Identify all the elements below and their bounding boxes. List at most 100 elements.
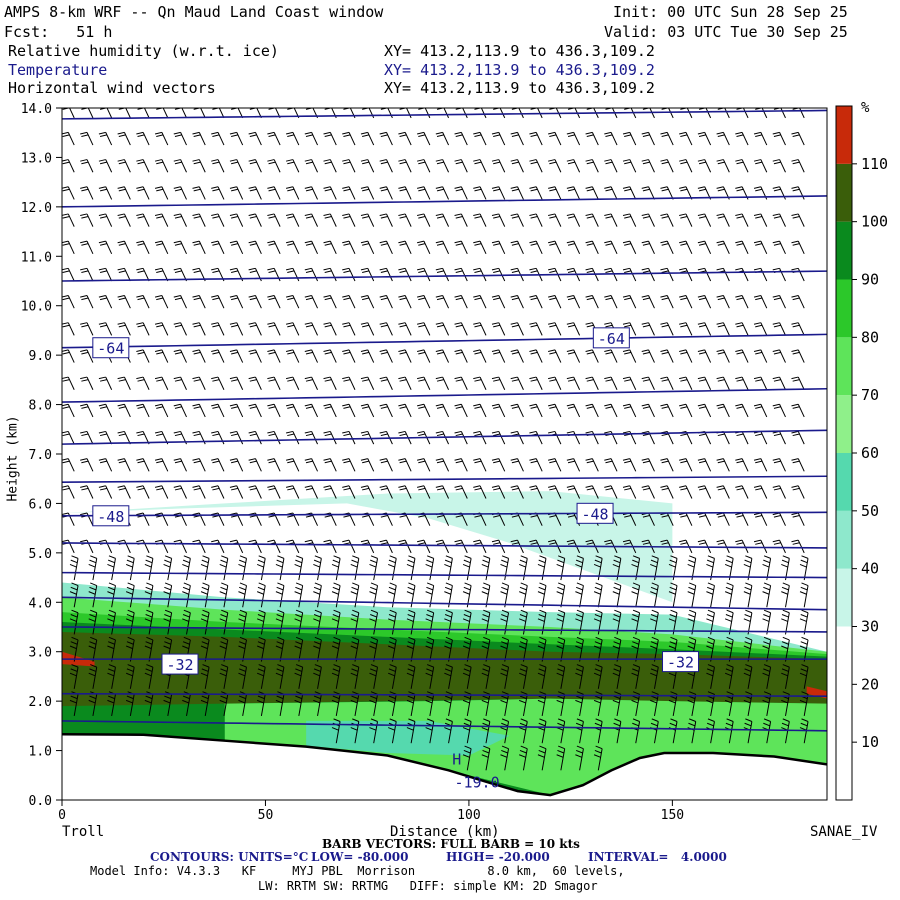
wind-barb	[697, 403, 712, 418]
wind-barb	[80, 430, 94, 445]
barb-flag	[724, 618, 732, 622]
barb-flag	[473, 213, 481, 217]
barb-staff	[329, 431, 337, 445]
barb-flag	[118, 297, 126, 301]
barb-staff	[610, 349, 618, 363]
barb-flag	[212, 243, 220, 246]
barb-staff	[148, 558, 154, 581]
barb-staff	[649, 108, 655, 119]
chart-title: AMPS 8-km WRF -- Qn Maud Land Coast wind…	[4, 3, 384, 21]
barb-flag	[651, 555, 659, 559]
wind-barb	[604, 458, 618, 472]
barb-flag	[772, 376, 780, 380]
wind-barb	[379, 403, 393, 418]
wind-barb	[304, 539, 318, 554]
barb-flag	[717, 406, 725, 409]
barb-staff	[236, 376, 244, 390]
barb-staff	[685, 159, 693, 173]
barb-staff	[143, 108, 150, 119]
barb-flag	[622, 376, 630, 380]
barb-staff	[148, 585, 154, 608]
barb-flag	[736, 433, 744, 437]
barb-flag	[182, 586, 190, 591]
barb-staff	[217, 240, 225, 255]
barb-flag	[510, 376, 518, 380]
barb-flag	[511, 161, 519, 165]
barb-flag	[548, 403, 556, 407]
barb-flag	[481, 563, 489, 568]
barb-staff	[129, 585, 135, 608]
barb-flag	[481, 727, 489, 731]
colorbar-bin	[836, 221, 852, 280]
barb-flag	[706, 618, 714, 622]
barb-flag	[267, 458, 275, 461]
barb-flag	[455, 188, 463, 192]
barb-flag	[444, 668, 452, 672]
barb-flag	[753, 186, 761, 189]
barb-staff	[648, 404, 655, 418]
barb-flag	[351, 559, 359, 564]
wind-barb	[697, 131, 712, 146]
barb-flag	[212, 215, 220, 219]
barb-flag	[614, 691, 622, 695]
wind-barb	[491, 485, 506, 499]
barb-staff	[635, 721, 641, 744]
barb-flag	[380, 105, 387, 107]
barb-staff	[69, 108, 75, 119]
wind-barb	[267, 349, 281, 363]
barb-flag	[660, 240, 668, 244]
wind-barb	[604, 295, 618, 309]
wind-barb	[136, 186, 150, 200]
barb-flag	[379, 240, 387, 244]
barb-flag	[530, 297, 538, 301]
barb-staff	[236, 431, 244, 445]
wind-barb	[62, 376, 75, 390]
barb-flag	[248, 458, 256, 461]
barb-flag	[773, 487, 781, 491]
barb-flag	[267, 485, 275, 488]
barb-flag	[585, 240, 593, 244]
barb-flag	[362, 379, 370, 382]
barb-flag	[537, 672, 545, 677]
barb-staff	[710, 694, 715, 717]
barb-flag	[182, 559, 190, 564]
barb-flag	[257, 559, 265, 564]
wind-barb	[604, 213, 618, 227]
barb-flag	[792, 406, 800, 409]
barb-staff	[653, 585, 659, 608]
barb-flag	[154, 403, 162, 407]
barb-staff	[404, 376, 412, 390]
wind-barb	[107, 582, 116, 608]
barb-flag	[163, 563, 171, 568]
barb-staff	[423, 186, 431, 200]
barb-flag	[529, 186, 537, 189]
barb-staff	[273, 322, 281, 336]
barb-staff	[722, 404, 730, 418]
barb-staff	[685, 376, 693, 390]
wind-barb	[88, 636, 98, 662]
temp-label: -48	[576, 502, 614, 524]
barb-flag	[800, 641, 808, 645]
barb-flag	[417, 430, 425, 434]
barb-flag	[632, 582, 640, 587]
barb-flag	[62, 458, 69, 461]
wind-barb	[173, 322, 187, 336]
barb-staff	[610, 295, 618, 309]
wind-barb	[799, 664, 809, 689]
wind-barb	[473, 295, 487, 309]
barb-flag	[173, 240, 181, 244]
barb-staff	[779, 404, 786, 418]
barb-flag	[154, 240, 162, 244]
barb-flag	[426, 614, 434, 618]
barb-staff	[86, 159, 94, 173]
barb-staff	[460, 159, 468, 173]
barb-flag	[538, 641, 546, 645]
barb-flag	[62, 270, 70, 273]
barb-flag	[98, 159, 106, 162]
barb-staff	[803, 721, 809, 744]
wind-barb	[62, 512, 75, 526]
barb-flag	[407, 641, 415, 645]
barb-flag	[650, 722, 658, 727]
wind-barb	[248, 349, 262, 363]
barb-flag	[332, 586, 340, 591]
